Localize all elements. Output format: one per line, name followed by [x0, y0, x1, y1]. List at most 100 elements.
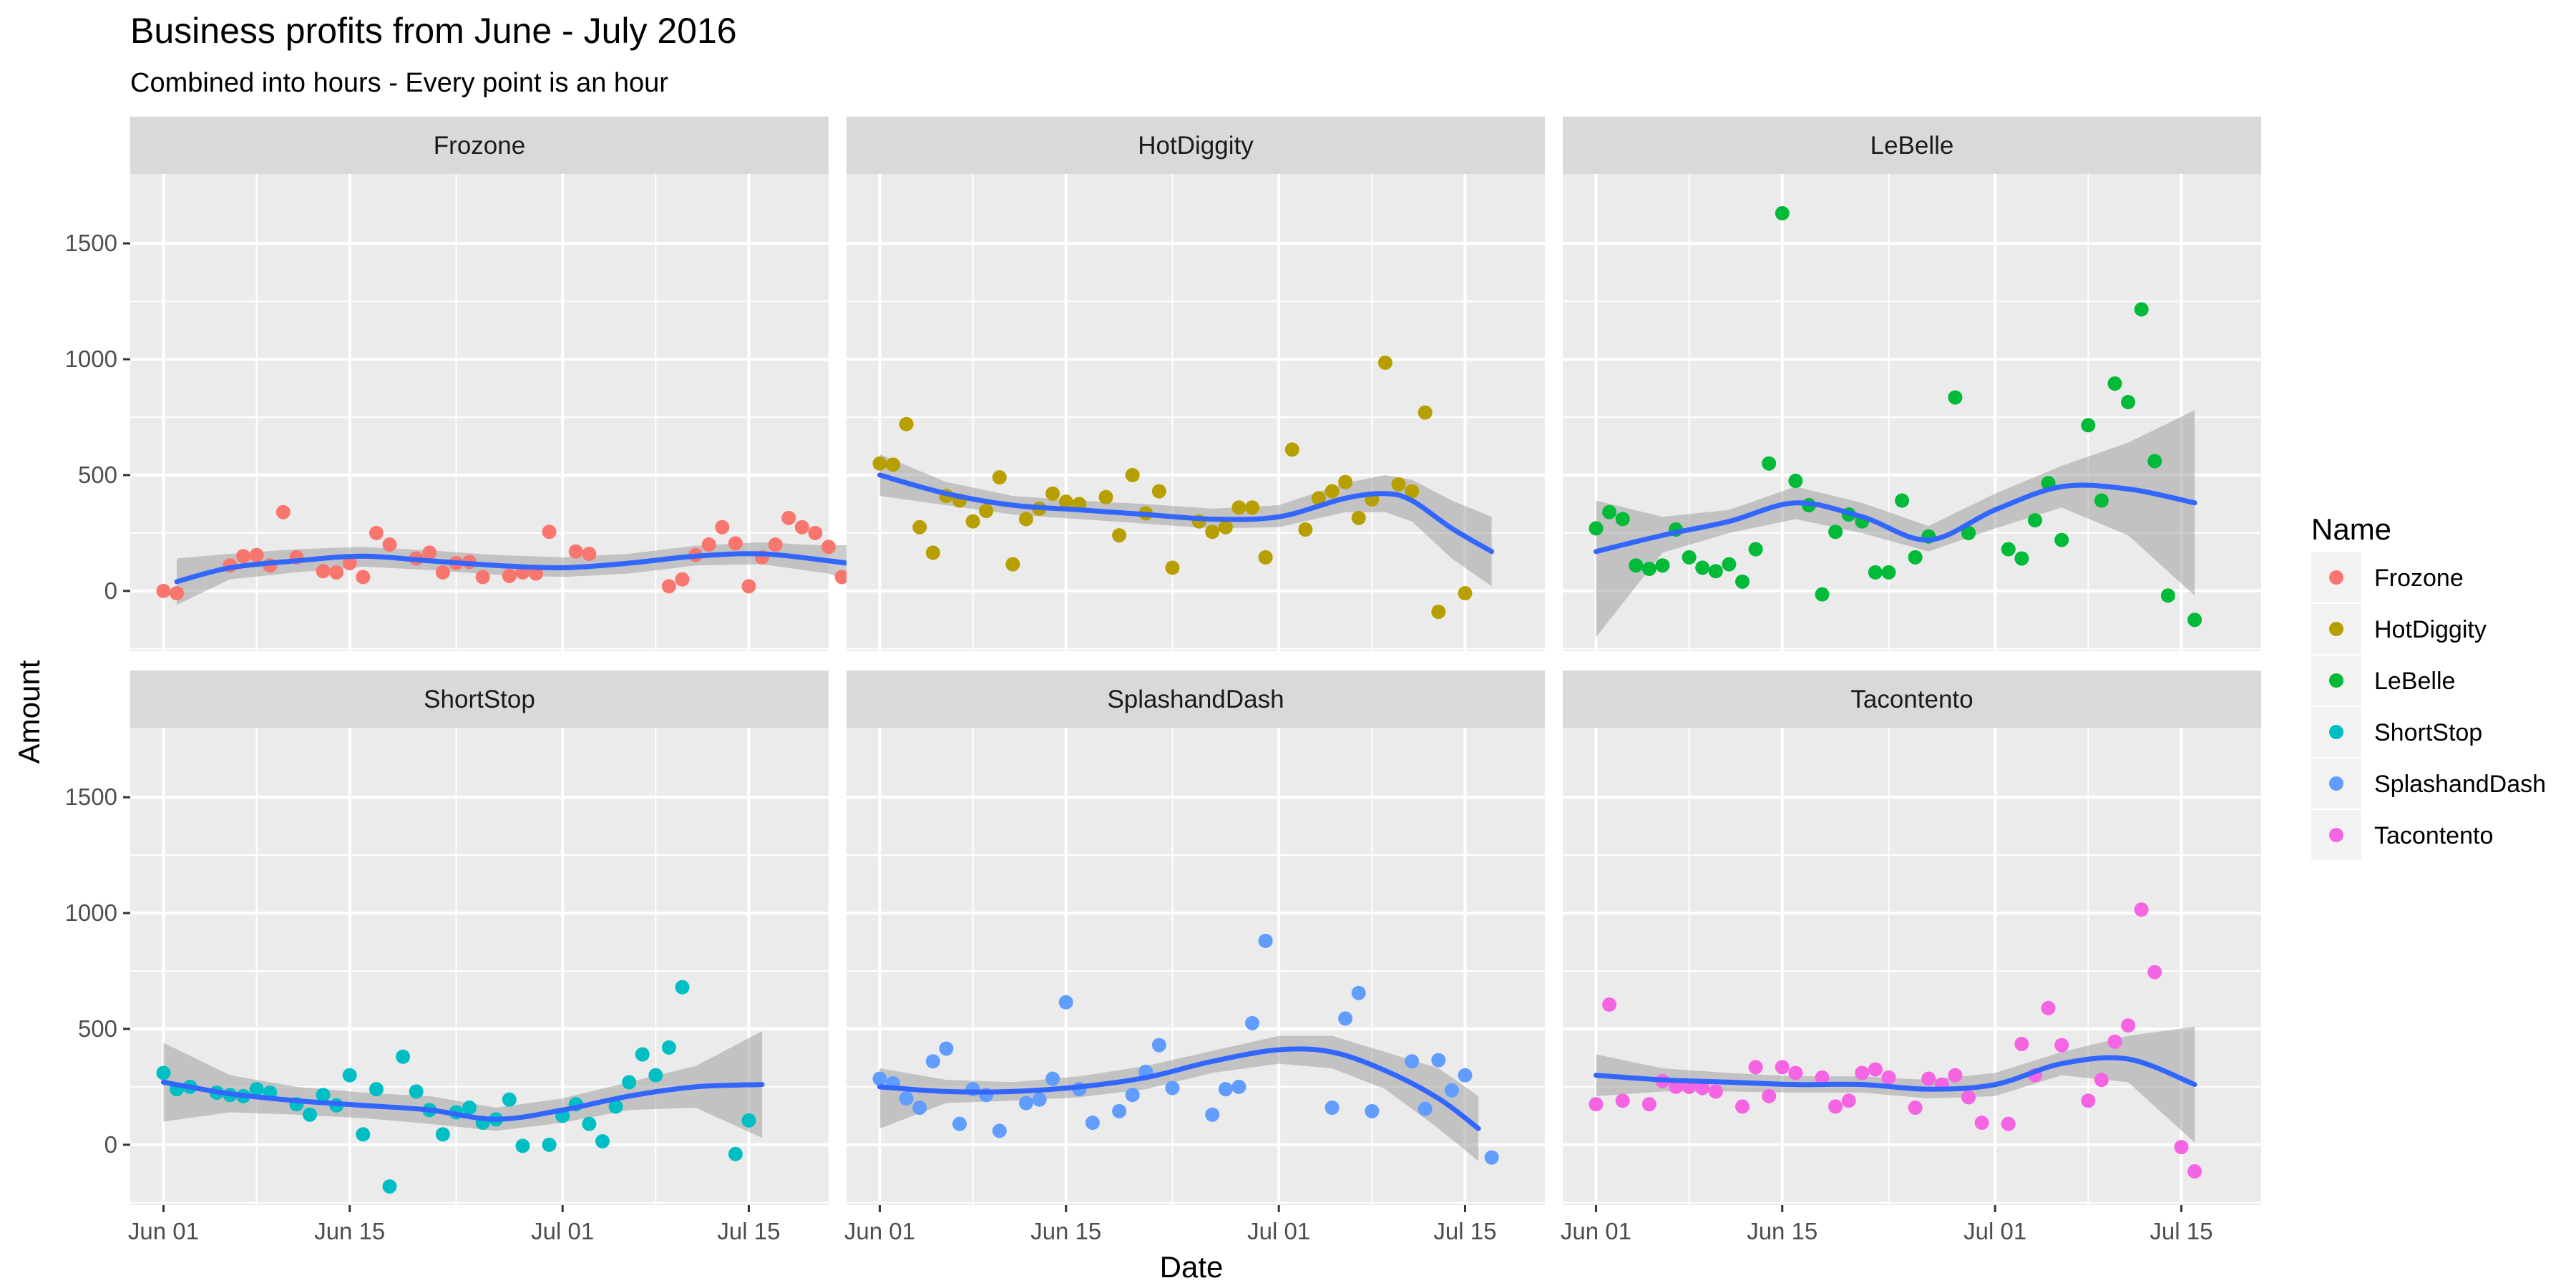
data-point: [1881, 565, 1896, 580]
y-tick-label: 500: [78, 462, 117, 488]
data-point: [741, 579, 756, 594]
data-point: [1629, 558, 1644, 573]
data-point: [1762, 1088, 1777, 1103]
data-point: [1125, 1088, 1140, 1103]
legend-marker: [2329, 828, 2343, 842]
x-tick-label: Jul 01: [1963, 1218, 2026, 1244]
x-tick-label: Jun 01: [128, 1218, 199, 1244]
data-point: [1018, 1096, 1033, 1111]
data-point: [728, 1146, 743, 1161]
data-point: [1589, 521, 1604, 536]
data-point: [1431, 1053, 1446, 1068]
data-point: [2134, 302, 2149, 317]
y-tick-label: 0: [104, 1131, 117, 1158]
data-point: [741, 1113, 756, 1128]
data-point: [635, 1047, 650, 1062]
data-point: [1682, 550, 1697, 565]
data-point: [1458, 586, 1473, 601]
data-point: [939, 1041, 954, 1056]
data-point: [2014, 551, 2029, 566]
confidence-band: [879, 1035, 1479, 1161]
data-point: [1351, 985, 1366, 1000]
data-point: [872, 456, 887, 471]
data-point: [1868, 1062, 1883, 1077]
data-point: [1735, 574, 1750, 589]
data-point: [675, 572, 690, 587]
data-point: [1058, 494, 1073, 509]
data-point: [1418, 405, 1433, 420]
data-point: [462, 1101, 477, 1116]
facet-strip: [130, 670, 829, 728]
data-point: [715, 519, 730, 535]
data-point: [1351, 510, 1366, 525]
x-tick-label: Jun 01: [844, 1218, 915, 1244]
data-point: [1218, 1082, 1233, 1097]
data-point: [249, 547, 264, 562]
data-point: [2054, 1038, 2069, 1053]
data-point: [1895, 493, 1910, 508]
data-point: [1695, 1080, 1710, 1096]
data-point: [1748, 1060, 1763, 1075]
data-point: [1881, 1070, 1896, 1085]
chart-title: Business profits from June - July 2016: [130, 11, 737, 51]
x-tick-label: Jul 01: [531, 1218, 594, 1244]
facet-lebelle: LeBelle: [1563, 117, 2275, 651]
data-point: [396, 1049, 411, 1064]
data-point: [1418, 1101, 1433, 1116]
data-point: [1615, 512, 1630, 527]
data-point: [316, 1088, 331, 1103]
data-point: [236, 549, 251, 564]
data-point: [2041, 1000, 2056, 1015]
data-point: [872, 1071, 887, 1086]
data-point: [1908, 1101, 1923, 1116]
data-point: [249, 1082, 264, 1097]
data-point: [1112, 528, 1127, 543]
data-point: [1324, 1101, 1340, 1116]
legend-marker: [2329, 622, 2343, 636]
data-point: [156, 583, 171, 598]
data-point: [1788, 474, 1803, 489]
data-point: [2147, 965, 2162, 980]
data-point: [1841, 1093, 1856, 1108]
data-point: [912, 519, 927, 535]
smooth-line: [174, 551, 858, 585]
data-point: [2014, 1036, 2029, 1051]
data-point: [1205, 525, 1220, 540]
data-point: [1032, 1092, 1047, 1107]
data-point: [1762, 456, 1777, 471]
y-tick-label: 1000: [65, 899, 117, 926]
data-point: [952, 1116, 967, 1131]
data-point: [1391, 477, 1406, 492]
legend-item-splashanddash: SplashandDash: [2311, 758, 2546, 809]
data-point: [1218, 519, 1233, 535]
data-point: [1165, 1080, 1180, 1096]
smooth-line: [160, 1079, 765, 1122]
data-point: [2094, 1073, 2109, 1088]
data-point: [2174, 1140, 2189, 1155]
legend-item-shortstop: ShortStop: [2311, 707, 2482, 757]
data-point: [834, 570, 849, 585]
data-point: [1085, 1116, 1100, 1131]
data-point: [1828, 525, 1843, 540]
panel-background: [1563, 174, 2261, 651]
data-point: [1602, 504, 1617, 519]
data-point: [2187, 613, 2202, 628]
data-point: [1641, 562, 1657, 577]
data-point: [2121, 1018, 2136, 1033]
data-point: [302, 1107, 317, 1122]
data-point: [1908, 550, 1923, 565]
data-point: [1589, 1097, 1604, 1112]
facet-strip-label: LeBelle: [1870, 132, 1954, 160]
data-point: [316, 564, 331, 579]
data-point: [1405, 1054, 1420, 1069]
panel-background: [847, 728, 1545, 1205]
data-point: [1722, 557, 1737, 572]
data-point: [965, 514, 980, 529]
data-point: [768, 537, 783, 552]
data-point: [899, 1091, 914, 1106]
data-point: [899, 416, 914, 431]
data-point: [435, 565, 450, 580]
data-point: [1298, 522, 1313, 537]
data-point: [1058, 995, 1073, 1010]
